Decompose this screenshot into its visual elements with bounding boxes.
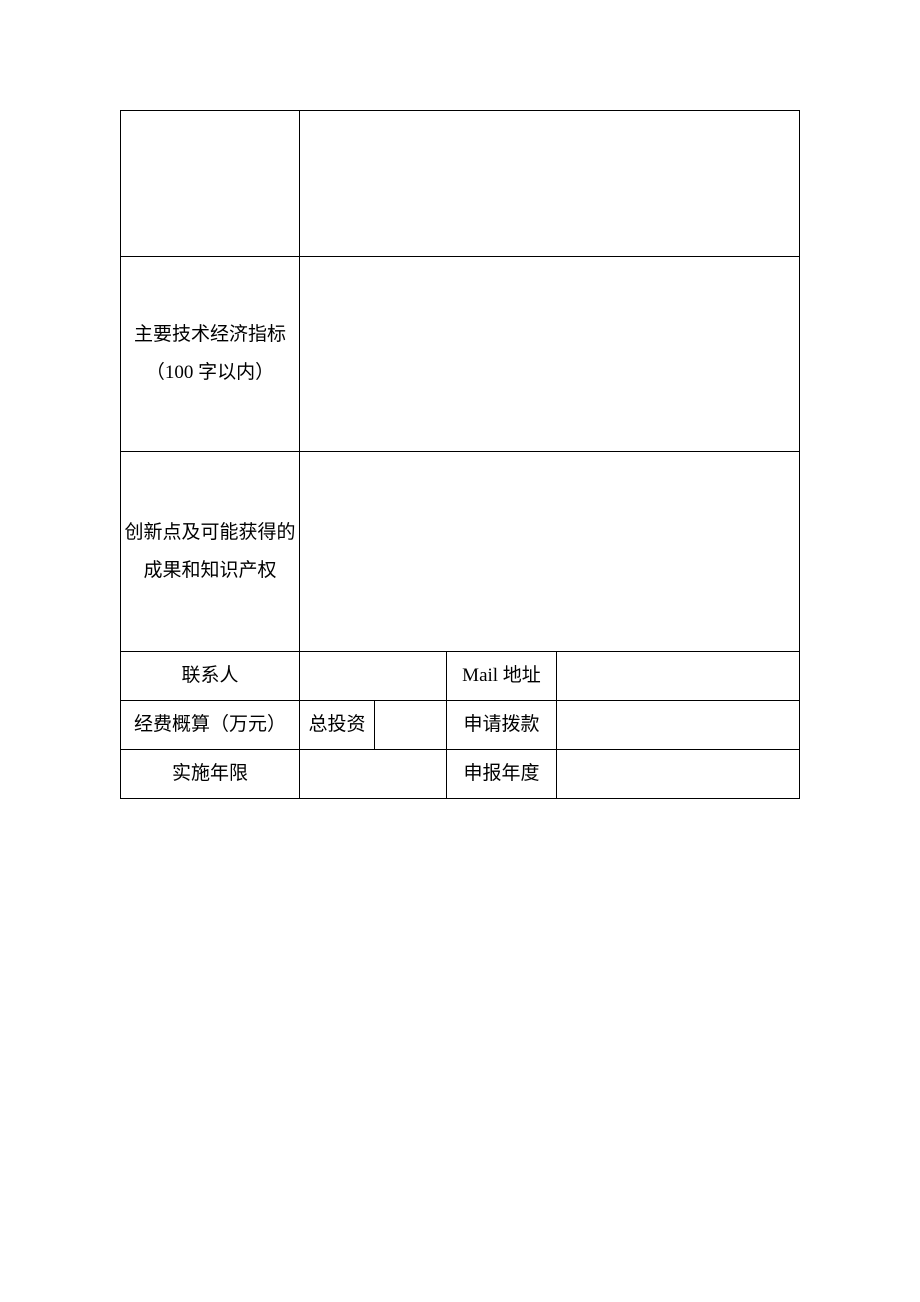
label-contact: 联系人 <box>121 652 300 701</box>
table-row: 主要技术经济指标（100 字以内） <box>121 257 800 452</box>
table-row: 实施年限 申报年度 <box>121 750 800 799</box>
value-mail[interactable] <box>557 652 800 701</box>
table-row: 经费概算（万元） 总投资 申请拨款 <box>121 701 800 750</box>
table-row <box>121 111 800 257</box>
label-mail: Mail 地址 <box>447 652 557 701</box>
label-budget: 经费概算（万元） <box>121 701 300 750</box>
value-innovation[interactable] <box>300 452 800 652</box>
form-table: 主要技术经济指标（100 字以内） 创新点及可能获得的成果和知识产权 联系人 M… <box>120 110 800 799</box>
label-duration: 实施年限 <box>121 750 300 799</box>
table-row: 联系人 Mail 地址 <box>121 652 800 701</box>
value-report-year[interactable] <box>557 750 800 799</box>
table-row: 创新点及可能获得的成果和知识产权 <box>121 452 800 652</box>
value-apply-fund[interactable] <box>557 701 800 750</box>
value-tech-indicators[interactable] <box>300 257 800 452</box>
label-report-year: 申报年度 <box>447 750 557 799</box>
label-apply-fund: 申请拨款 <box>447 701 557 750</box>
label-tech-indicators: 主要技术经济指标（100 字以内） <box>121 257 300 452</box>
label-innovation: 创新点及可能获得的成果和知识产权 <box>121 452 300 652</box>
label-total-investment: 总投资 <box>300 701 375 750</box>
value-duration[interactable] <box>300 750 447 799</box>
value-contact[interactable] <box>300 652 447 701</box>
value-total-investment[interactable] <box>375 701 447 750</box>
label-cell-blank <box>121 111 300 257</box>
value-cell-blank[interactable] <box>300 111 800 257</box>
